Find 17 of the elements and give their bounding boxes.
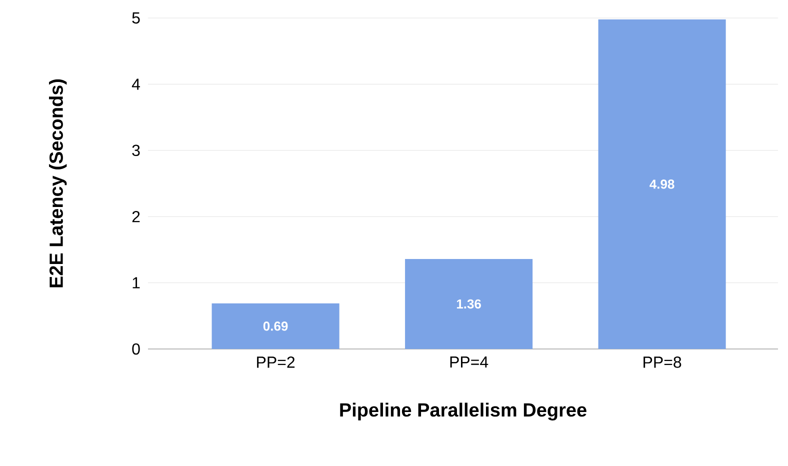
y-tick-label: 2 (132, 211, 140, 222)
x-tick-label: PP=2 (257, 356, 295, 368)
data-label: 1.36 (456, 299, 481, 309)
data-label: 4.98 (650, 180, 674, 189)
x-tick-label: PP=4 (450, 356, 488, 368)
y-tick-label: 4 (132, 78, 140, 90)
bar (212, 303, 340, 349)
y-tick-label: 1 (132, 277, 140, 288)
bar (598, 19, 726, 349)
data-label: 0.69 (263, 322, 288, 331)
y-tick-label: 3 (132, 144, 140, 156)
x-tick-label: PP=8 (644, 356, 682, 368)
y-tick-label: 5 (132, 12, 140, 24)
bar (405, 258, 533, 349)
y-tick-label: 0 (132, 343, 140, 355)
y-axis-title: E2E Latency (Seconds) (49, 79, 67, 288)
x-axis-title: Pipeline Parallelism Degree (340, 402, 586, 421)
